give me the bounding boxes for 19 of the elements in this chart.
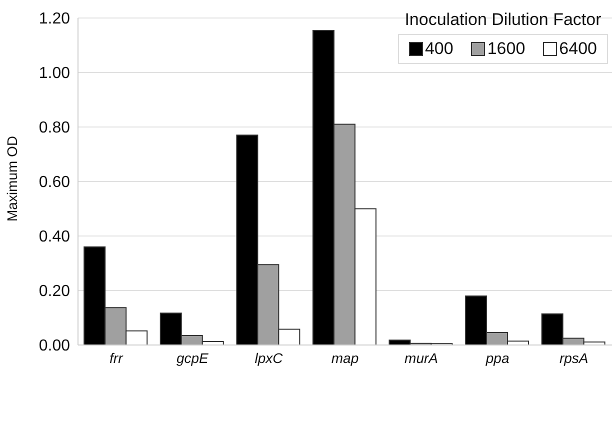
legend-title: Inoculation Dilution Factor (404, 10, 602, 30)
x-tick-label: frr (110, 350, 124, 366)
legend-label: 6400 (558, 39, 597, 59)
x-tick-label: murA (404, 350, 438, 366)
x-tick-label: map (331, 350, 359, 366)
x-tick-label: ppa (484, 350, 510, 366)
legend-label: 400 (424, 39, 454, 59)
y-tick-label: 0.60 (38, 174, 70, 192)
y-axis-title: Maximum OD (4, 136, 20, 222)
y-tick-label: 0.40 (38, 228, 70, 246)
x-tick-label: lpxC (254, 350, 284, 366)
legend-label: 1600 (486, 39, 526, 59)
y-tick-label: 0.20 (38, 283, 70, 300)
y-tick-label: 1.20 (38, 10, 70, 28)
x-tick-label: gcpE (176, 350, 210, 366)
y-tick-label: 0.80 (38, 120, 70, 137)
y-tick-label: 1.00 (38, 65, 70, 82)
y-tick-label: 0.00 (38, 338, 70, 355)
x-tick-label: rpsA (559, 350, 588, 366)
